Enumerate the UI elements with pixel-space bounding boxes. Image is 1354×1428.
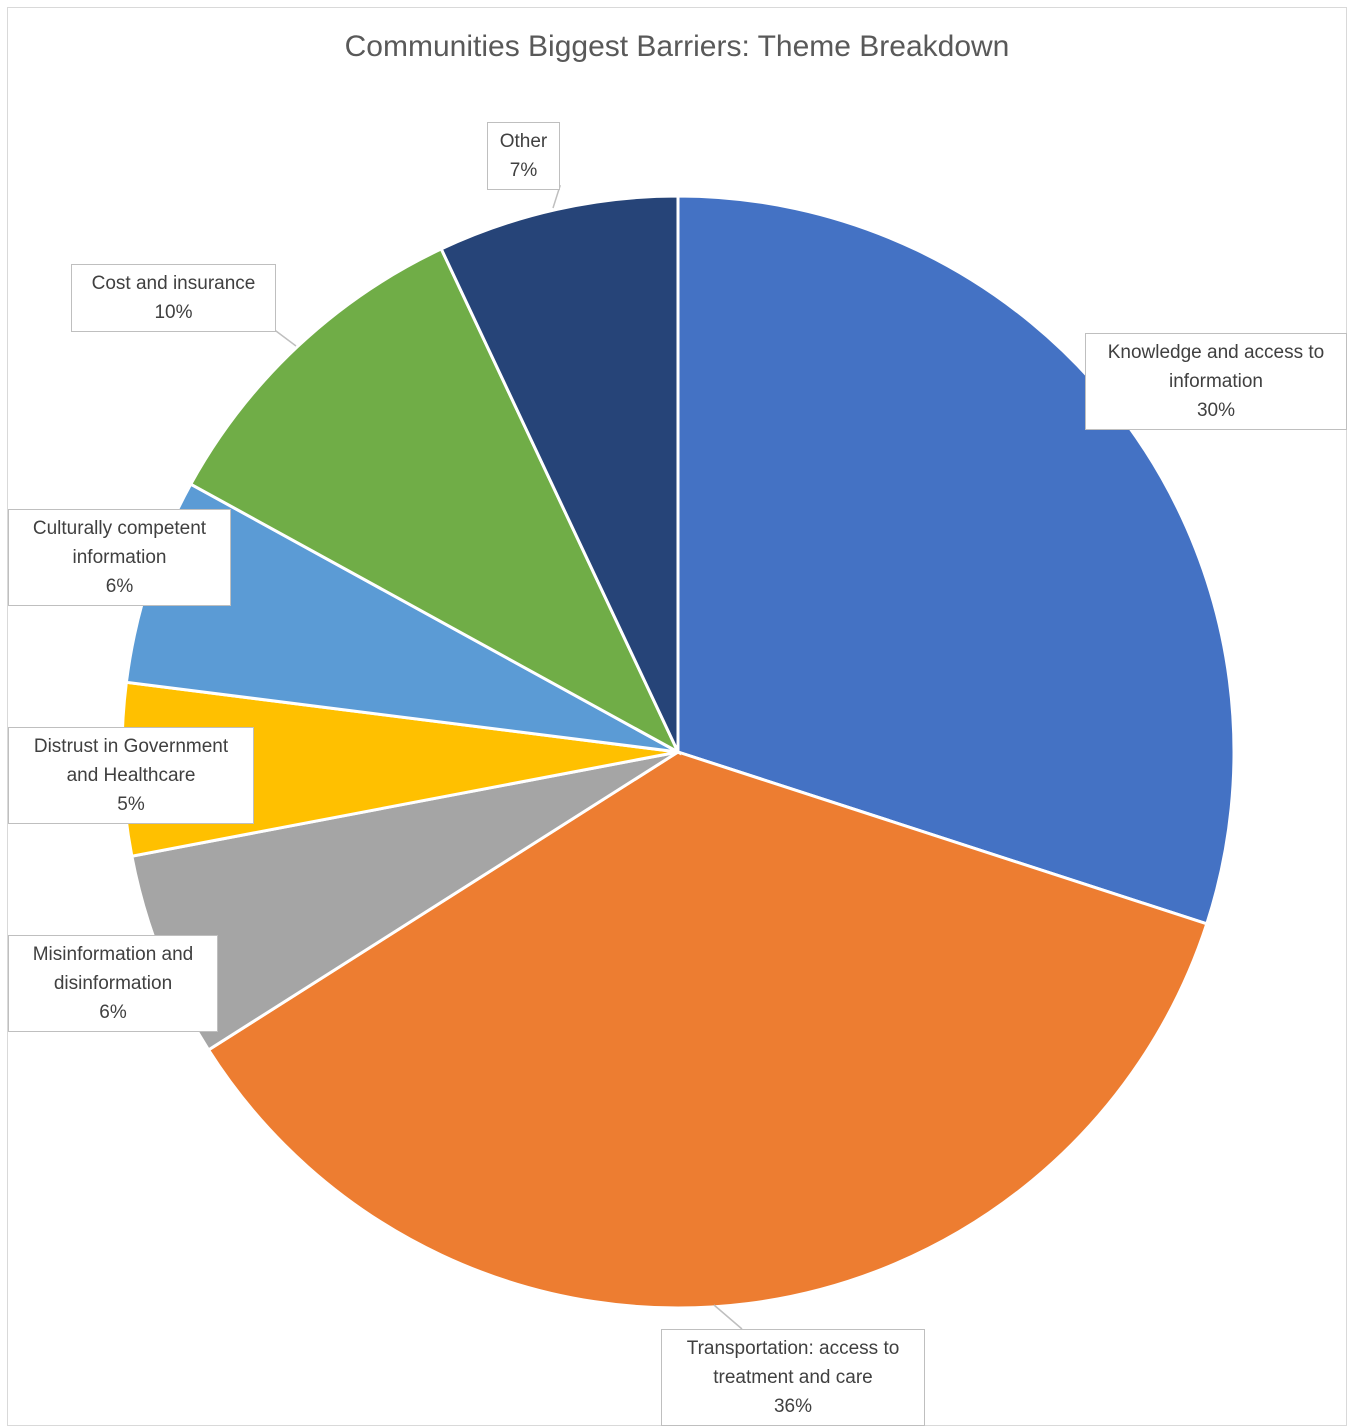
pie-slice-6 bbox=[439, 194, 680, 753]
pie-slice-1 bbox=[206, 750, 1209, 1310]
data-label-knowledge: Knowledge and access to information 30% bbox=[1085, 333, 1347, 430]
data-label-distrust: Distrust in Government and Healthcare 5% bbox=[8, 727, 254, 824]
leader-line-1 bbox=[236, 330, 297, 347]
leader-line-2 bbox=[713, 1304, 743, 1330]
data-label-misinformation: Misinformation and disinformation 6% bbox=[8, 935, 218, 1032]
data-label-other: Other 7% bbox=[487, 122, 560, 190]
pie-slice-5 bbox=[188, 246, 682, 756]
data-label-culturally-competent: Culturally competent information 6% bbox=[8, 509, 231, 606]
chart-title: Communities Biggest Barriers: Theme Brea… bbox=[344, 30, 1010, 63]
data-label-transportation: Transportation: access to treatment and … bbox=[661, 1329, 925, 1426]
data-label-cost-insurance: Cost and insurance 10% bbox=[71, 264, 276, 332]
